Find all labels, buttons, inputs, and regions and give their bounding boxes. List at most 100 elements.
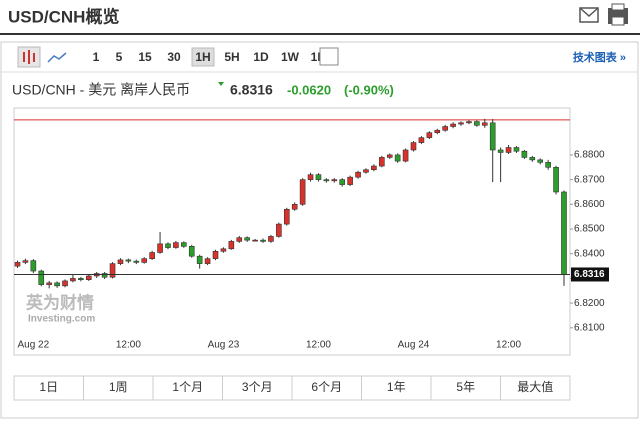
candle-body [521, 150, 528, 158]
candle-body [46, 282, 52, 285]
candle-body [307, 174, 314, 180]
candle-body [149, 252, 155, 259]
candle-body [545, 162, 551, 168]
candle-body [260, 239, 266, 242]
candle-body [181, 242, 187, 247]
y-tick-label: 6.8700 [574, 174, 605, 185]
candle-body [125, 259, 132, 262]
candle-body [244, 237, 250, 241]
candle-body [418, 137, 425, 143]
candle-body [339, 179, 346, 185]
down-arrow [218, 82, 224, 86]
range-tab-label: 最大值 [517, 379, 553, 394]
candle-body [157, 243, 163, 253]
candle-body [537, 159, 544, 163]
range-tab[interactable] [430, 375, 501, 401]
candle-body [371, 165, 377, 171]
y-tick-label: 6.8100 [574, 322, 605, 333]
interval-button[interactable]: 1D [253, 50, 269, 64]
candle-body [394, 154, 401, 162]
x-tick-label: Aug 23 [208, 340, 240, 351]
range-tab[interactable] [13, 375, 84, 401]
candle-body [386, 154, 393, 158]
interval-button[interactable]: 1W [281, 50, 300, 64]
candle-body [291, 204, 298, 210]
candle-body [85, 275, 92, 280]
range-tab-label: 1周 [109, 380, 128, 394]
interval-button[interactable]: 5H [224, 50, 239, 64]
candle-body [133, 260, 140, 263]
candle-body [117, 259, 124, 264]
candle-body [212, 250, 219, 259]
candle-body [196, 255, 203, 264]
table-icon[interactable] [319, 47, 339, 66]
candle-body [458, 122, 464, 125]
candle-body [410, 142, 417, 151]
quote-price: 6.8316 [230, 82, 273, 98]
range-tab[interactable] [152, 375, 223, 401]
candle-body [489, 122, 496, 151]
tech-chart-link[interactable]: 技术图表 » [573, 50, 626, 64]
candle-body [331, 179, 338, 182]
range-tab-label: 3个月 [242, 380, 273, 394]
x-tick-label: Aug 24 [398, 340, 430, 351]
candle-body [466, 121, 472, 124]
candle-body [442, 126, 448, 131]
candle-body [347, 176, 353, 185]
interval-button[interactable]: 15 [138, 50, 152, 64]
y-tick-label: 6.8800 [574, 150, 605, 161]
plot-area [13, 107, 571, 356]
range-tab-label: 1年 [387, 380, 406, 394]
print-icon[interactable] [608, 3, 628, 26]
last-price-box [571, 267, 609, 282]
line-icon[interactable] [47, 52, 67, 63]
candle-icon-glyph [23, 50, 35, 64]
candle-body [188, 246, 195, 257]
x-tick-label: 12:00 [116, 340, 141, 351]
range-tab[interactable] [500, 375, 571, 401]
y-tick-label: 6.8600 [574, 199, 605, 210]
y-tick-label: 6.8400 [574, 248, 605, 259]
candle-body [426, 132, 433, 138]
interval-selected [191, 47, 215, 67]
candle-body [497, 149, 504, 153]
range-tab-label: 1日 [39, 380, 58, 394]
candle-body [14, 262, 21, 267]
range-tab-label: 1个月 [172, 380, 203, 394]
candle-body [109, 263, 116, 278]
candle-body [38, 270, 45, 285]
range-tab[interactable] [291, 375, 362, 401]
interval-button[interactable]: 1 [93, 50, 100, 64]
candle-body [204, 258, 211, 264]
range-tab[interactable] [222, 375, 293, 401]
candle-body [450, 123, 456, 127]
candle-body [22, 260, 29, 263]
candle-body [228, 241, 235, 250]
candle-body [315, 174, 322, 180]
candle-body [165, 243, 171, 248]
candle-body [173, 242, 179, 248]
candle-body [101, 273, 108, 278]
candle-body [141, 258, 148, 263]
candle-body [54, 282, 60, 287]
page-title: USD/CNH概览 [8, 6, 119, 26]
x-tick-label: Aug 22 [17, 340, 49, 351]
candle-body [513, 147, 520, 152]
x-tick-label: 12:00 [496, 340, 521, 351]
x-tick-label: 12:00 [306, 340, 331, 351]
candle-body [323, 179, 330, 182]
mail-icon[interactable] [579, 7, 599, 23]
interval-button[interactable]: 5 [116, 50, 123, 64]
quote-name: USD/CNH - 美元 离岸人民币 [12, 82, 190, 98]
candle-body [363, 169, 369, 173]
interval-button[interactable]: 30 [167, 50, 181, 64]
range-tab-label: 5年 [456, 380, 475, 394]
watermark: Investing.com [28, 314, 95, 325]
range-tab[interactable] [361, 375, 432, 401]
range-tab-label: 6个月 [311, 380, 342, 394]
frame [0, 41, 639, 419]
y-tick-label: 6.8500 [574, 224, 605, 235]
interval-button[interactable]: 1H [195, 50, 210, 64]
range-tab[interactable] [83, 375, 154, 401]
